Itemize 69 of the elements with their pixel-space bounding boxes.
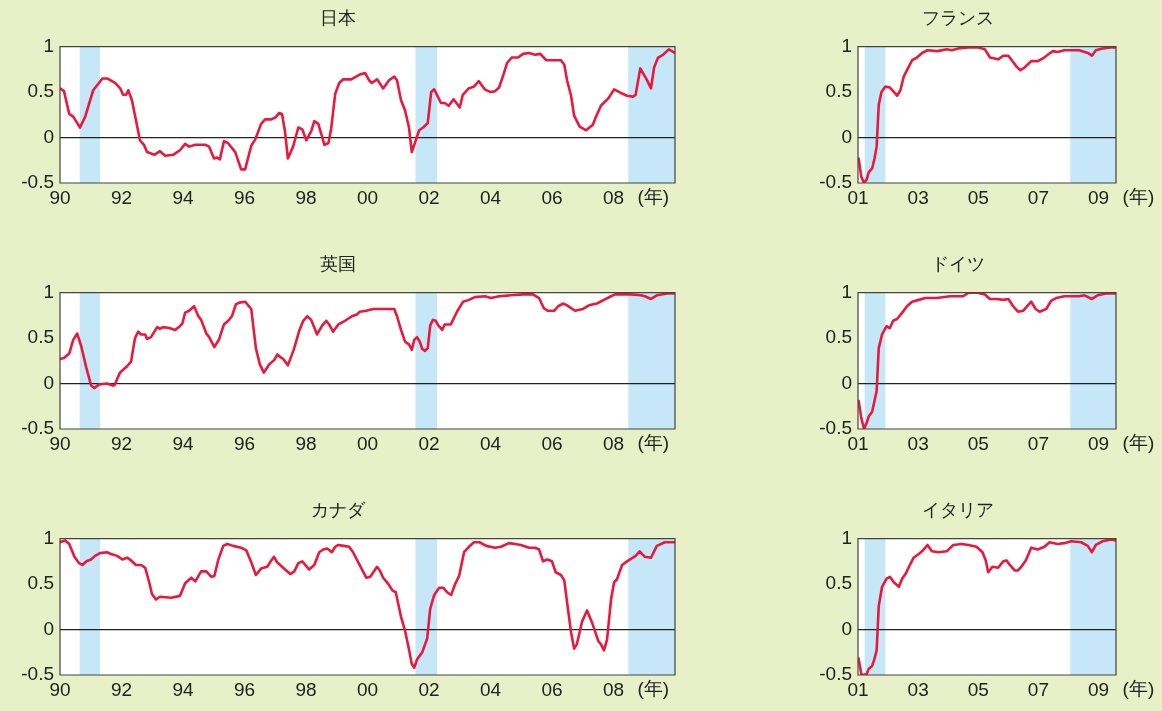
x-tick-label: 96 (233, 432, 256, 454)
x-tick-label: 08 (602, 678, 625, 700)
x-tick-label: 02 (418, 432, 440, 454)
x-tick-label: 08 (602, 432, 625, 454)
y-tick-label: 1 (43, 280, 54, 302)
y-tick-label: 0.5 (27, 326, 54, 348)
y-tick-label: 0.5 (825, 326, 852, 348)
x-tick-label: 09 (1087, 432, 1110, 454)
x-tick-label: 92 (110, 678, 133, 700)
x-tick-label: 03 (907, 432, 929, 454)
x-axis-title: (年) (1122, 185, 1155, 207)
x-tick-label: 92 (110, 432, 133, 454)
x-tick-label: 00 (356, 432, 379, 454)
x-tick-label: 06 (541, 186, 563, 208)
x-tick-label: 00 (356, 678, 379, 700)
x-tick-label: 96 (233, 186, 256, 208)
y-tick-label: 0.5 (825, 80, 852, 102)
x-tick-label: 00 (356, 186, 379, 208)
y-tick-label: 0 (841, 125, 852, 147)
x-tick-label: 07 (1027, 432, 1049, 454)
y-tick-label: 0 (841, 371, 852, 393)
chart-title: 日本 (319, 7, 356, 28)
x-tick-label: 04 (479, 186, 502, 208)
y-tick-label: 1 (43, 526, 54, 548)
x-tick-label: 92 (110, 186, 133, 208)
x-axis-title: (年) (1122, 431, 1155, 453)
x-tick-label: 02 (418, 678, 440, 700)
x-tick-label: 09 (1087, 186, 1110, 208)
x-tick-label: 05 (967, 186, 989, 208)
y-tick-label: 0.5 (27, 572, 54, 594)
x-tick-label: 04 (479, 678, 502, 700)
x-axis-title: (年) (637, 677, 670, 699)
x-tick-label: 98 (295, 432, 317, 454)
x-tick-label: 06 (541, 432, 563, 454)
y-tick-label: 0 (43, 125, 54, 147)
x-tick-label: 04 (479, 432, 502, 454)
x-tick-label: 09 (1087, 678, 1110, 700)
chart-title: イタリア (922, 499, 994, 520)
chart-title: ドイツ (931, 253, 985, 274)
x-tick-label: 03 (907, 186, 929, 208)
y-tick-label: 0.5 (27, 80, 54, 102)
x-tick-label: 05 (967, 678, 989, 700)
y-tick-label: 1 (841, 280, 852, 302)
y-tick-label: 1 (841, 34, 852, 56)
chart-title: 英国 (319, 253, 356, 274)
x-tick-label: 05 (967, 432, 989, 454)
x-tick-label: 06 (541, 678, 563, 700)
x-tick-label: 98 (295, 678, 317, 700)
x-tick-label: 94 (172, 678, 194, 700)
x-axis-title: (年) (637, 185, 670, 207)
y-tick-label: 1 (841, 526, 852, 548)
y-tick-label: 0.5 (825, 572, 852, 594)
x-tick-label: 96 (233, 678, 256, 700)
x-axis-title: (年) (637, 431, 670, 453)
chart-title: フランス (922, 7, 994, 28)
x-tick-label: 94 (172, 432, 194, 454)
x-tick-label: 07 (1027, 186, 1049, 208)
x-axis-title: (年) (1122, 677, 1155, 699)
x-tick-label: 98 (295, 186, 317, 208)
chart-title: カナダ (310, 499, 366, 520)
y-tick-label: 0 (841, 617, 852, 639)
y-tick-label: 0 (43, 371, 54, 393)
x-tick-label: 07 (1027, 678, 1049, 700)
y-tick-label: 1 (43, 34, 54, 56)
x-tick-label: 94 (172, 186, 194, 208)
x-tick-label: 08 (602, 186, 625, 208)
x-tick-label: 03 (907, 678, 929, 700)
x-tick-label: 02 (418, 186, 440, 208)
y-tick-label: 0 (43, 617, 54, 639)
